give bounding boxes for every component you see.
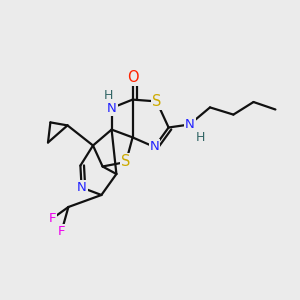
Text: F: F xyxy=(49,212,56,225)
Text: H: H xyxy=(104,89,113,102)
Text: H: H xyxy=(195,130,205,144)
Text: N: N xyxy=(150,140,159,154)
Text: O: O xyxy=(127,70,138,85)
Text: N: N xyxy=(77,181,86,194)
Text: S: S xyxy=(152,94,161,109)
Text: N: N xyxy=(185,118,194,131)
Text: N: N xyxy=(107,101,116,115)
Text: F: F xyxy=(58,225,65,238)
Text: S: S xyxy=(121,154,131,169)
